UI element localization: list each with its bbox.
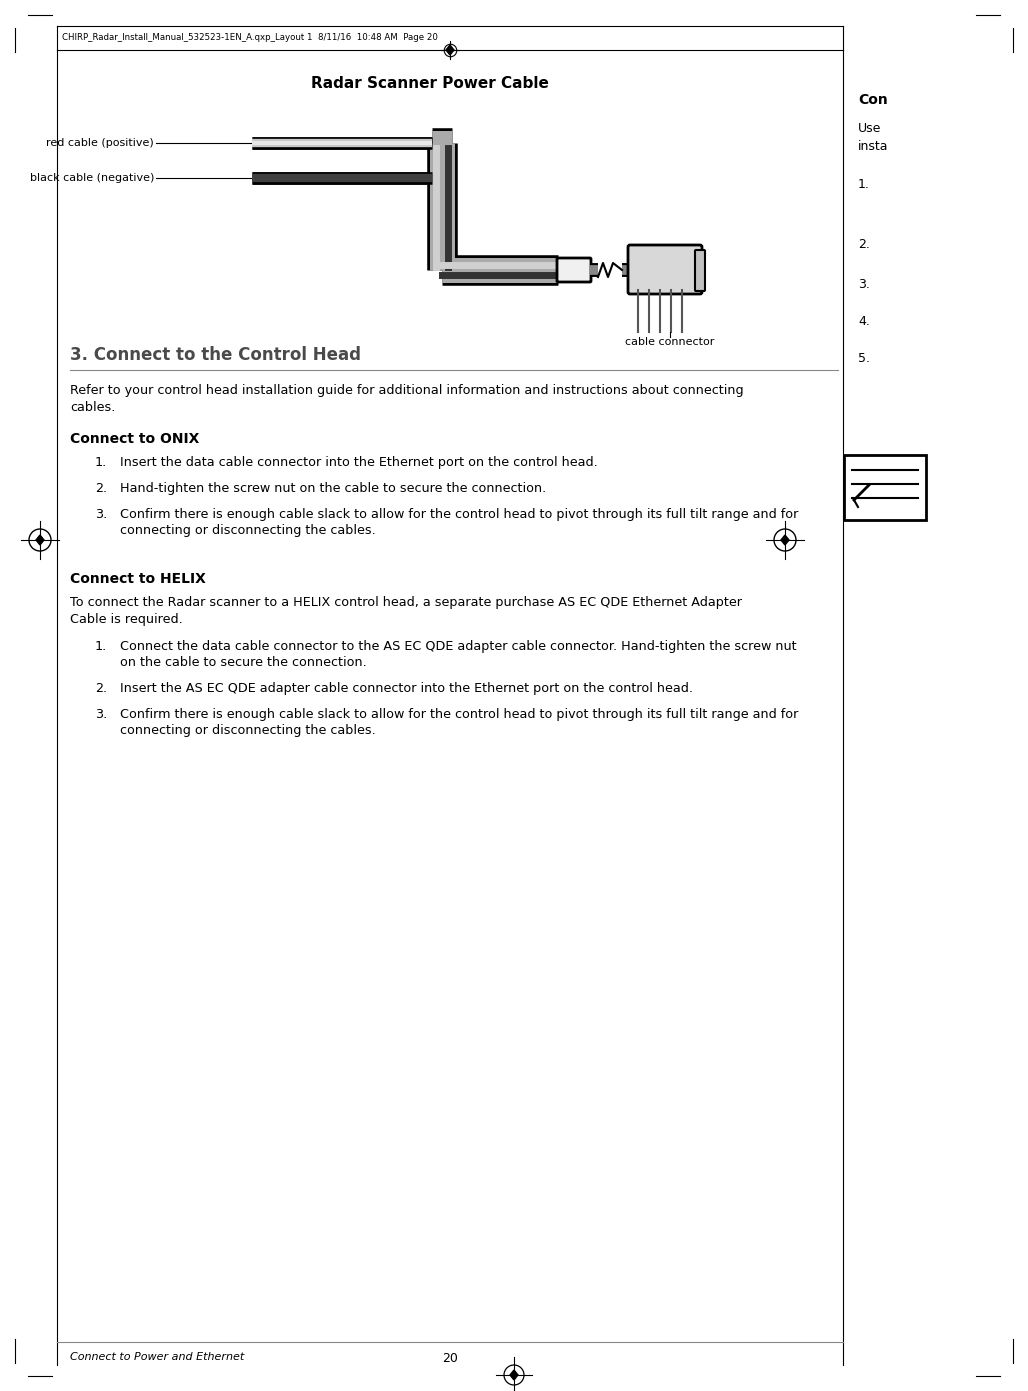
FancyBboxPatch shape bbox=[557, 257, 591, 282]
Text: red cable (positive): red cable (positive) bbox=[46, 138, 154, 147]
Text: Cable is required.: Cable is required. bbox=[70, 613, 183, 626]
Text: Connect to ONIX: Connect to ONIX bbox=[70, 433, 199, 447]
Text: on the cable to secure the connection.: on the cable to secure the connection. bbox=[120, 657, 367, 669]
Text: Use: Use bbox=[858, 122, 881, 135]
Text: 5.: 5. bbox=[858, 352, 870, 364]
Text: connecting or disconnecting the cables.: connecting or disconnecting the cables. bbox=[120, 524, 376, 537]
FancyBboxPatch shape bbox=[628, 245, 702, 294]
Text: 4.: 4. bbox=[858, 314, 870, 328]
Text: insta: insta bbox=[858, 140, 888, 153]
Text: Hand-tighten the screw nut on the cable to secure the connection.: Hand-tighten the screw nut on the cable … bbox=[120, 483, 546, 495]
Text: black cable (negative): black cable (negative) bbox=[30, 172, 154, 184]
Text: 1.: 1. bbox=[95, 640, 107, 652]
Text: 2.: 2. bbox=[95, 682, 107, 696]
Polygon shape bbox=[781, 536, 790, 545]
Text: 20: 20 bbox=[442, 1352, 457, 1365]
Text: Radar Scanner Power Cable: Radar Scanner Power Cable bbox=[311, 75, 549, 90]
Text: 3.: 3. bbox=[858, 278, 870, 291]
Text: Insert the AS EC QDE adapter cable connector into the Ethernet port on the contr: Insert the AS EC QDE adapter cable conne… bbox=[120, 682, 693, 696]
Text: 1.: 1. bbox=[858, 178, 870, 191]
Text: Insert the data cable connector into the Ethernet port on the control head.: Insert the data cable connector into the… bbox=[120, 456, 597, 469]
Text: Con: Con bbox=[858, 93, 888, 107]
Text: connecting or disconnecting the cables.: connecting or disconnecting the cables. bbox=[120, 723, 376, 737]
Text: 3.: 3. bbox=[95, 708, 107, 721]
Text: Confirm there is enough cable slack to allow for the control head to pivot throu: Confirm there is enough cable slack to a… bbox=[120, 708, 799, 721]
Text: Connect to HELIX: Connect to HELIX bbox=[70, 572, 206, 586]
Text: 2.: 2. bbox=[95, 483, 107, 495]
Text: To connect the Radar scanner to a HELIX control head, a separate purchase AS EC : To connect the Radar scanner to a HELIX … bbox=[70, 595, 742, 609]
Polygon shape bbox=[510, 1370, 518, 1380]
Text: Confirm there is enough cable slack to allow for the control head to pivot throu: Confirm there is enough cable slack to a… bbox=[120, 508, 799, 522]
Text: 1.: 1. bbox=[95, 456, 107, 469]
Text: Connect to Power and Ethernet: Connect to Power and Ethernet bbox=[70, 1352, 245, 1362]
Polygon shape bbox=[446, 45, 454, 56]
Text: Connect the data cable connector to the AS EC QDE adapter cable connector. Hand-: Connect the data cable connector to the … bbox=[120, 640, 797, 652]
Text: CHIRP_Radar_Install_Manual_532523-1EN_A.qxp_Layout 1  8/11/16  10:48 AM  Page 20: CHIRP_Radar_Install_Manual_532523-1EN_A.… bbox=[62, 33, 438, 43]
Text: 3.: 3. bbox=[95, 508, 107, 522]
Text: cable connector: cable connector bbox=[625, 337, 714, 346]
Text: cables.: cables. bbox=[70, 401, 115, 415]
Text: 2.: 2. bbox=[858, 238, 870, 250]
Text: 3. Connect to the Control Head: 3. Connect to the Control Head bbox=[70, 346, 361, 364]
FancyBboxPatch shape bbox=[695, 250, 705, 291]
Polygon shape bbox=[36, 536, 44, 545]
Bar bbox=[844, 455, 926, 520]
Text: Refer to your control head installation guide for additional information and ins: Refer to your control head installation … bbox=[70, 384, 743, 396]
